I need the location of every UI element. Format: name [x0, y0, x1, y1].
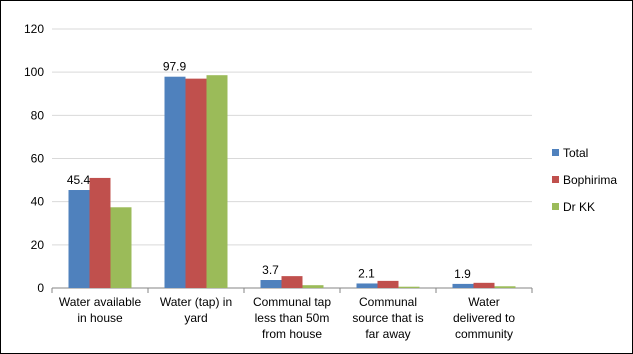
- x-category-label: less than 50m: [255, 311, 330, 325]
- y-tick-label: 100: [24, 65, 44, 79]
- y-tick-label: 80: [31, 108, 45, 122]
- x-category-label: Water available: [59, 295, 142, 309]
- x-category-label: Communal tap: [253, 295, 331, 309]
- x-category-label: Water (tap) in: [160, 295, 232, 309]
- bar-bophirima: [185, 78, 207, 289]
- x-category-label: far away: [365, 327, 410, 341]
- legend-swatch: [552, 203, 559, 210]
- legend-label: Total: [563, 146, 588, 160]
- legend-label: Dr KK: [563, 200, 595, 214]
- y-tick-label: 40: [31, 195, 45, 209]
- bar-total: [356, 283, 378, 288]
- data-label: 3.7: [262, 263, 279, 277]
- y-tick-label: 20: [31, 238, 45, 252]
- x-category-label: in house: [77, 311, 123, 325]
- x-category-label: from house: [262, 327, 322, 341]
- bar-total: [260, 280, 282, 288]
- data-label: 1.9: [454, 267, 471, 281]
- bar-dr-kk: [206, 75, 228, 289]
- bar-dr-kk: [110, 207, 132, 288]
- x-category-label: source that is: [352, 311, 423, 325]
- legend-swatch: [552, 176, 559, 183]
- bar-bophirima: [377, 280, 399, 288]
- data-label: 45.4: [67, 173, 91, 187]
- y-tick-label: 0: [37, 281, 44, 295]
- data-label: 97.9: [163, 60, 187, 74]
- x-category-label: yard: [184, 311, 207, 325]
- bar-total: [452, 283, 474, 288]
- bar-dr-kk: [494, 286, 516, 288]
- bar-total: [68, 190, 90, 288]
- y-tick-label: 120: [24, 22, 44, 36]
- x-category-label: Water: [468, 295, 500, 309]
- x-category-label: Communal: [359, 295, 417, 309]
- bar-total: [164, 76, 186, 289]
- x-category-label: community: [455, 327, 513, 341]
- bar-dr-kk: [398, 286, 420, 288]
- bar-bophirima: [281, 276, 303, 288]
- data-label: 2.1: [358, 266, 375, 280]
- legend-label: Bophirima: [563, 173, 617, 187]
- legend-swatch: [552, 149, 559, 156]
- bar-bophirima: [473, 282, 495, 288]
- y-tick-label: 60: [31, 152, 45, 166]
- bar-bophirima: [89, 177, 111, 288]
- bar-dr-kk: [302, 285, 324, 288]
- x-category-label: delivered to: [453, 311, 515, 325]
